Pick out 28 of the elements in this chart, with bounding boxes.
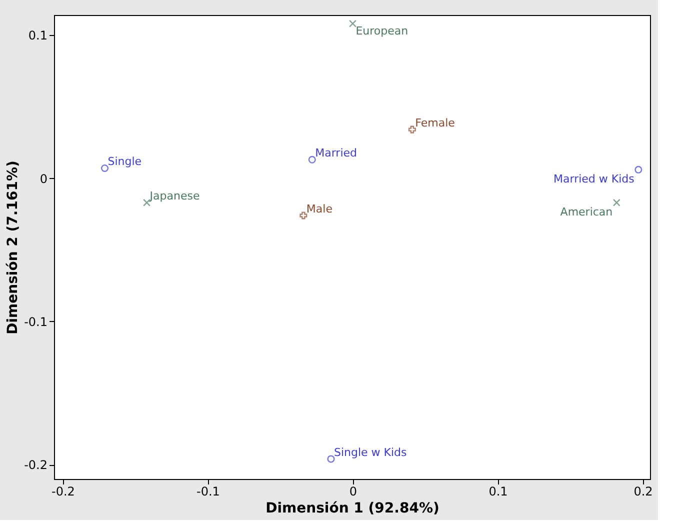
y-tick-label: 0.1 — [28, 28, 48, 43]
point — [612, 198, 620, 206]
data-label: Single w Kids — [334, 446, 408, 459]
y-tick-label: 0 — [40, 172, 48, 186]
data-label: Japanese — [148, 190, 200, 203]
data-label: European — [356, 24, 408, 38]
x-tick-label: -0.1 — [196, 484, 220, 498]
point — [634, 166, 642, 174]
data-label: American — [560, 206, 613, 219]
point — [327, 455, 335, 463]
point — [308, 156, 316, 164]
point — [300, 212, 308, 220]
point — [100, 164, 109, 172]
point — [408, 126, 416, 134]
x-axis-title: Dimensión 1 (92.84%) — [266, 500, 440, 516]
y-axis-title: Dimensión 2 (7.161%) — [5, 160, 22, 334]
x-tick-label: -0.2 — [51, 484, 75, 498]
y-tick-label: -0.2 — [24, 458, 48, 472]
data-label: Single — [108, 155, 142, 168]
x-tick-label: 0.1 — [488, 484, 508, 498]
data-label: Female — [415, 116, 456, 130]
point — [348, 20, 356, 28]
x-tick-label: 0.2 — [634, 484, 653, 498]
data-label: Male — [306, 202, 333, 216]
data-label: Married w Kids — [554, 172, 635, 186]
x-tick-label: 0 — [349, 484, 358, 498]
data-label: Married — [315, 146, 358, 160]
y-tick-label: -0.1 — [24, 314, 48, 329]
